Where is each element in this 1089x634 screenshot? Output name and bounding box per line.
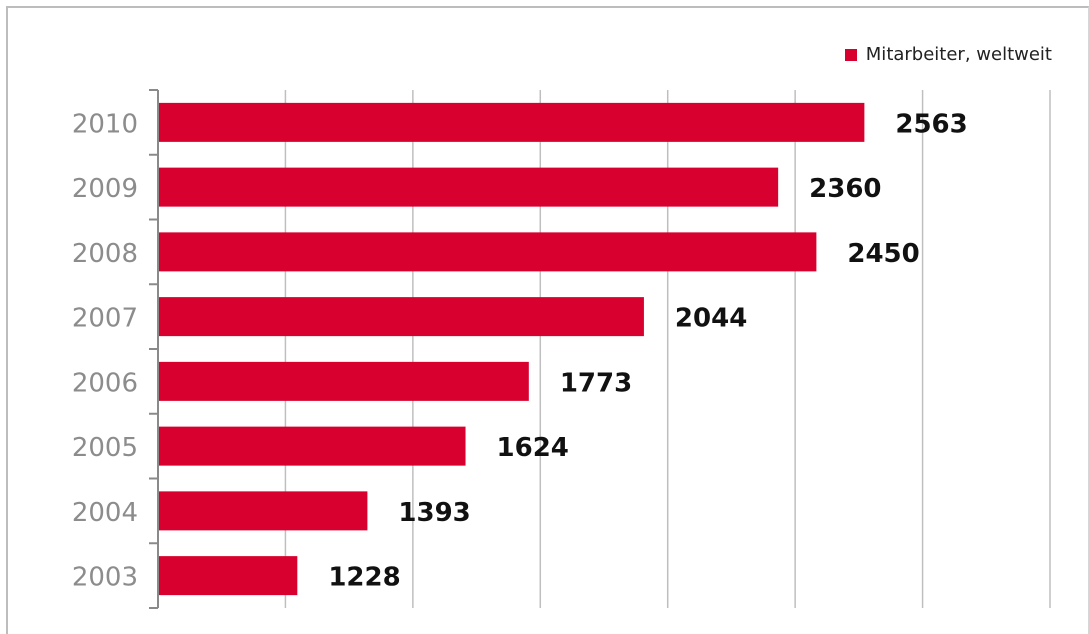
category-label: 2009	[72, 174, 138, 204]
legend: Mitarbeiter, weltweit	[844, 44, 1052, 65]
value-label: 2450	[847, 239, 919, 269]
value-label: 1228	[328, 563, 400, 593]
category-label: 2010	[72, 109, 138, 139]
category-label: 2003	[72, 563, 138, 593]
bar-2005	[159, 426, 466, 466]
category-label: 2004	[72, 498, 138, 528]
bar-2008	[159, 232, 817, 272]
value-label: 1773	[560, 368, 632, 398]
bar-2007	[159, 297, 644, 337]
value-label: 1624	[497, 433, 569, 463]
category-label: 2007	[72, 304, 138, 334]
legend-swatch	[844, 48, 857, 61]
bar-2003	[159, 556, 298, 596]
bar-2009	[159, 167, 779, 207]
value-label: 1393	[398, 498, 470, 528]
bar-2010	[159, 102, 865, 142]
bar-2006	[159, 361, 529, 401]
category-label: 2006	[72, 368, 138, 398]
value-label: 2044	[675, 304, 747, 334]
category-label: 2005	[72, 433, 138, 463]
value-label: 2563	[895, 109, 967, 139]
bar-2004	[159, 491, 368, 531]
value-label: 2360	[809, 174, 881, 204]
legend-label: Mitarbeiter, weltweit	[865, 44, 1052, 65]
category-label: 2008	[72, 239, 138, 269]
